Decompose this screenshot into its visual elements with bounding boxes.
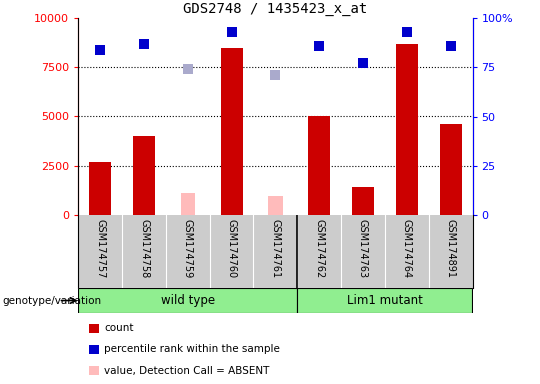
Point: [96, 46, 105, 53]
Text: GSM174763: GSM174763: [358, 218, 368, 278]
Bar: [308, 116, 330, 215]
Bar: [268, 196, 282, 215]
Text: GSM174762: GSM174762: [314, 218, 324, 278]
Text: count: count: [104, 323, 134, 333]
Bar: [78, 288, 298, 313]
Title: GDS2748 / 1435423_x_at: GDS2748 / 1435423_x_at: [183, 2, 368, 16]
Text: GSM174761: GSM174761: [271, 218, 280, 278]
Text: GSM174764: GSM174764: [402, 218, 412, 278]
Point: [402, 29, 411, 35]
Point: [271, 72, 280, 78]
Text: percentile rank within the sample: percentile rank within the sample: [104, 344, 280, 354]
Bar: [298, 288, 472, 313]
Text: GSM174891: GSM174891: [446, 218, 456, 278]
Text: genotype/variation: genotype/variation: [3, 296, 102, 306]
Bar: [396, 44, 418, 215]
Bar: [221, 48, 242, 215]
Text: GSM174759: GSM174759: [183, 218, 193, 278]
Text: Lim1 mutant: Lim1 mutant: [347, 294, 423, 307]
Bar: [89, 162, 111, 215]
Bar: [133, 136, 155, 215]
Point: [227, 29, 236, 35]
Bar: [440, 124, 462, 215]
Point: [315, 43, 323, 49]
Text: GSM174758: GSM174758: [139, 218, 149, 278]
Text: wild type: wild type: [161, 294, 215, 307]
Point: [446, 43, 455, 49]
Text: value, Detection Call = ABSENT: value, Detection Call = ABSENT: [104, 366, 269, 376]
Text: GSM174760: GSM174760: [227, 218, 237, 278]
Point: [140, 41, 149, 47]
Point: [359, 60, 367, 66]
Text: GSM174757: GSM174757: [95, 218, 105, 278]
Point: [184, 66, 192, 72]
Bar: [352, 187, 374, 215]
Bar: [181, 193, 195, 215]
